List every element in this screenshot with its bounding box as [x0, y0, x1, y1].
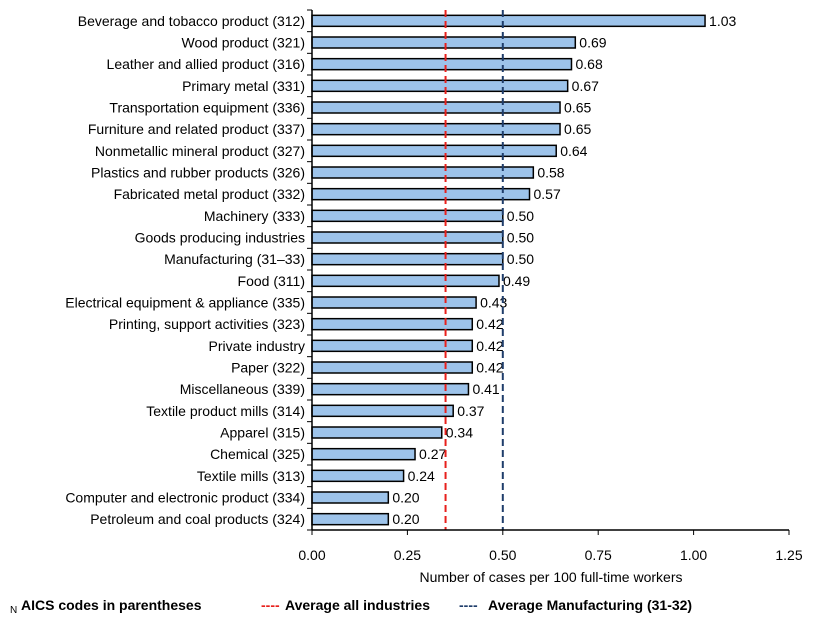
category-label: Fabricated metal product (332): [114, 186, 305, 202]
value-label: 0.20: [392, 490, 419, 506]
bar: [311, 296, 477, 309]
x-axis-title: Number of cases per 100 full-time worker…: [420, 569, 683, 585]
category-label: Private industry: [209, 338, 305, 354]
category-label: Primary metal (331): [182, 78, 305, 94]
value-label: 0.37: [457, 403, 484, 419]
value-label: 0.49: [503, 273, 530, 289]
value-label: 0.50: [507, 230, 534, 246]
value-label: 0.27: [419, 446, 446, 462]
x-tick-label: 1.25: [775, 547, 802, 563]
value-label: 0.42: [476, 360, 503, 376]
axes-group: 0.00 0.25 0.50 0.75 1.00 1.25: [298, 9, 803, 563]
category-label: Petroleum and coal products (324): [90, 511, 305, 527]
value-label: 0.65: [564, 100, 591, 116]
value-label: 0.58: [537, 165, 564, 181]
legend: N AICS codes in parentheses ---- Average…: [0, 597, 821, 617]
value-label: 0.42: [476, 316, 503, 332]
value-label: 0.24: [408, 468, 435, 484]
value-label: 0.69: [579, 35, 606, 51]
value-label: 0.57: [534, 186, 561, 202]
category-label: Miscellaneous (339): [180, 381, 305, 397]
bar: [311, 361, 474, 374]
category-label: Wood product (321): [182, 35, 305, 51]
bar: [311, 469, 405, 483]
category-label: Transportation equipment (336): [109, 100, 305, 116]
legend-note: N: [10, 597, 18, 616]
bar: [311, 491, 390, 504]
value-label: 0.43: [480, 295, 507, 311]
x-tick-label: 0.50: [489, 547, 516, 563]
category-label: Electrical equipment & appliance (335): [65, 295, 305, 311]
x-tick-label: 0.25: [394, 547, 421, 563]
bar: [311, 404, 454, 418]
bar-chart: Beverage and tobacco product (312) 1.03 Wo…: [65, 9, 803, 585]
legend-manufacturing-label: Average Manufacturing (31-32): [488, 597, 693, 613]
value-label: 0.50: [507, 208, 534, 224]
value-label: 0.68: [575, 56, 602, 72]
value-label: 0.41: [472, 381, 499, 397]
category-label: Manufacturing (31–33): [164, 251, 305, 267]
category-label: Plastics and rubber products (326): [91, 165, 305, 181]
legend-manufacturing-dash: ----: [459, 597, 478, 613]
bar: [311, 57, 573, 71]
category-label: Machinery (333): [204, 208, 305, 224]
value-label: 0.65: [564, 121, 591, 137]
bar: [311, 101, 561, 114]
bar: [311, 274, 500, 288]
bars-group: Beverage and tobacco product (312) 1.03 Wo…: [65, 13, 736, 527]
category-label: Goods producing industries: [135, 230, 305, 246]
legend-all-industries-dash: ----: [261, 597, 280, 613]
value-label: 0.34: [446, 425, 473, 441]
x-tick-label: 1.00: [680, 547, 707, 563]
category-label: Printing, support activities (323): [109, 316, 305, 332]
category-label: Paper (322): [231, 360, 305, 376]
bar: [311, 512, 390, 526]
category-label: Furniture and related product (337): [88, 121, 305, 137]
bar: [311, 166, 535, 179]
bar: [311, 252, 504, 266]
bar: [311, 447, 416, 461]
value-label: 1.03: [709, 13, 736, 29]
category-label: Food (311): [238, 273, 305, 289]
value-label: 0.50: [507, 251, 534, 267]
bar: [311, 14, 706, 28]
bar: [311, 339, 474, 353]
category-label: Apparel (315): [220, 425, 305, 441]
bar: [311, 187, 531, 201]
bar: [311, 317, 474, 331]
category-label: Computer and electronic product (334): [65, 490, 305, 506]
bar: [311, 144, 557, 158]
bar: [311, 122, 561, 136]
bar: [311, 231, 504, 244]
bar: [311, 426, 443, 439]
legend-all-industries-label: Average all industries: [285, 597, 430, 613]
category-label: Textile product mills (314): [146, 403, 305, 419]
legend-note-prefix: N: [10, 605, 18, 616]
category-label: Nonmetallic mineral product (327): [95, 143, 305, 159]
value-label: 0.64: [560, 143, 587, 159]
value-label: 0.67: [572, 78, 599, 94]
bar: [311, 79, 569, 93]
legend-note-text: AICS codes in parentheses: [21, 597, 202, 613]
reference-lines: [444, 10, 504, 530]
category-label: Leather and allied product (316): [107, 56, 305, 72]
value-label: 0.42: [476, 338, 503, 354]
category-label: Beverage and tobacco product (312): [78, 13, 305, 29]
category-label: Chemical (325): [210, 446, 305, 462]
value-label: 0.20: [392, 511, 419, 527]
x-tick-label: 0.75: [585, 547, 612, 563]
x-tick-label: 0.00: [298, 547, 325, 563]
bar: [311, 36, 577, 49]
bar: [311, 209, 504, 223]
category-label: Textile mills (313): [197, 468, 305, 484]
